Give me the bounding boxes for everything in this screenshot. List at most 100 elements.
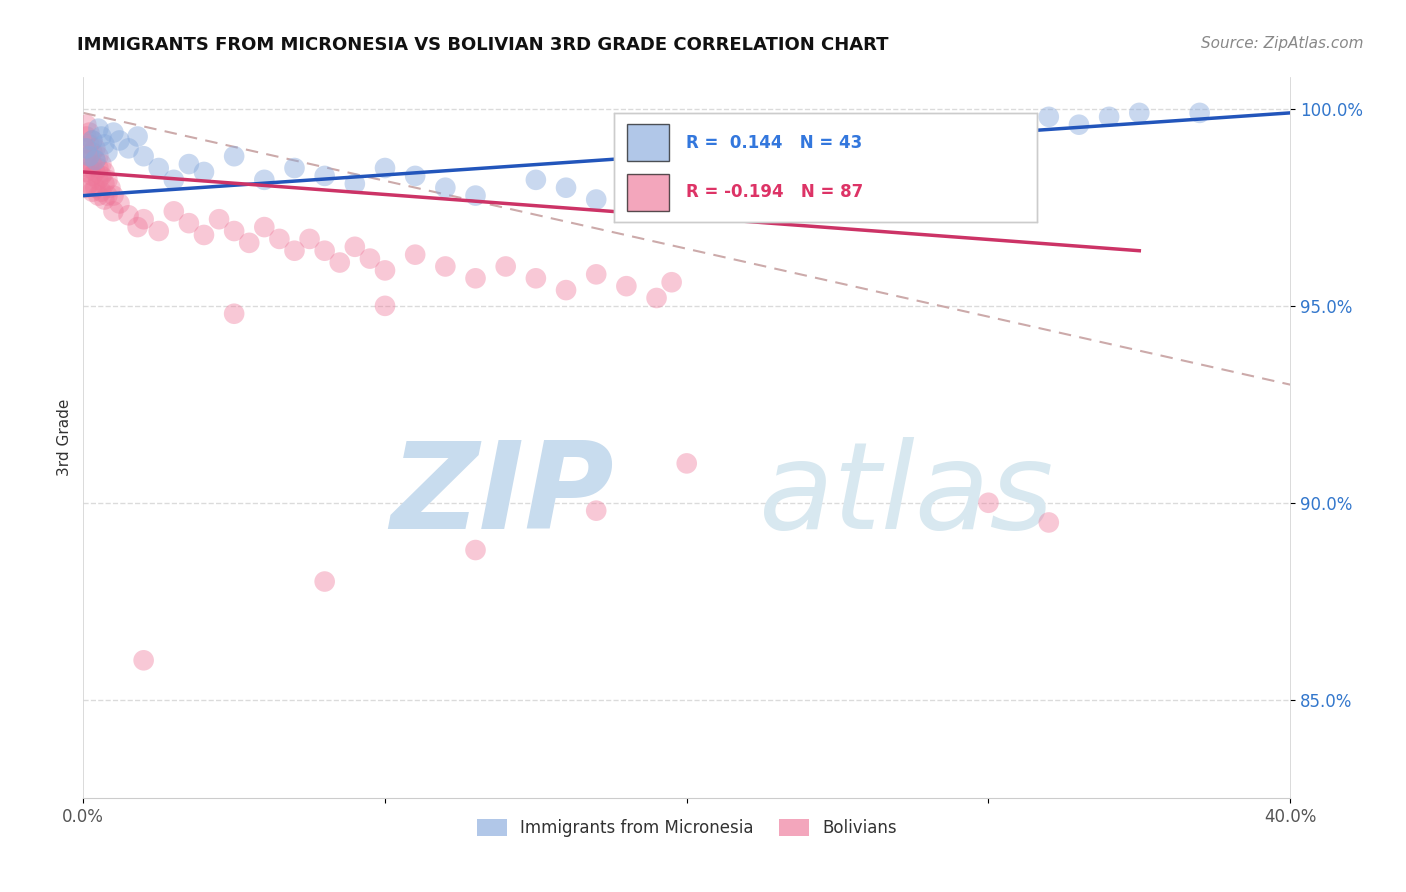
Point bbox=[93, 165, 115, 179]
Point bbox=[193, 165, 215, 179]
Point bbox=[82, 133, 104, 147]
Point bbox=[374, 299, 396, 313]
Point bbox=[238, 235, 260, 250]
Text: IMMIGRANTS FROM MICRONESIA VS BOLIVIAN 3RD GRADE CORRELATION CHART: IMMIGRANTS FROM MICRONESIA VS BOLIVIAN 3… bbox=[77, 36, 889, 54]
Point bbox=[132, 149, 155, 163]
Point bbox=[87, 173, 110, 187]
Point bbox=[90, 169, 112, 183]
Point bbox=[224, 307, 246, 321]
Point bbox=[79, 137, 101, 152]
Point bbox=[177, 157, 200, 171]
Point bbox=[661, 275, 683, 289]
Point bbox=[84, 180, 107, 194]
Point bbox=[79, 149, 101, 163]
Point bbox=[90, 129, 112, 144]
Point bbox=[75, 153, 97, 168]
Point bbox=[269, 232, 291, 246]
Point bbox=[464, 543, 486, 558]
Point bbox=[103, 188, 125, 202]
Legend: Immigrants from Micronesia, Bolivians: Immigrants from Micronesia, Bolivians bbox=[470, 813, 903, 844]
Point bbox=[148, 224, 170, 238]
Point bbox=[75, 180, 97, 194]
Point bbox=[79, 126, 101, 140]
Point bbox=[675, 201, 697, 215]
Point bbox=[1098, 110, 1121, 124]
Point bbox=[96, 145, 118, 160]
Point bbox=[224, 149, 246, 163]
Point bbox=[84, 141, 107, 155]
Point bbox=[163, 173, 186, 187]
Point bbox=[103, 126, 125, 140]
Text: atlas: atlas bbox=[759, 437, 1054, 554]
Point bbox=[298, 232, 321, 246]
Point bbox=[735, 196, 758, 211]
Point bbox=[585, 193, 607, 207]
Point bbox=[977, 496, 1000, 510]
Point bbox=[555, 283, 578, 297]
Point bbox=[253, 220, 276, 235]
Point bbox=[93, 193, 115, 207]
Point bbox=[314, 574, 336, 589]
Point bbox=[75, 141, 97, 155]
Point bbox=[148, 161, 170, 175]
Point bbox=[1128, 106, 1150, 120]
Point bbox=[675, 456, 697, 470]
Point bbox=[343, 240, 366, 254]
Point bbox=[87, 149, 110, 163]
Point bbox=[117, 208, 139, 222]
Point bbox=[100, 180, 122, 194]
Point bbox=[82, 157, 104, 171]
Point bbox=[96, 173, 118, 187]
Point bbox=[464, 271, 486, 285]
Point bbox=[193, 227, 215, 242]
Point bbox=[585, 268, 607, 282]
Point bbox=[555, 180, 578, 194]
Point bbox=[132, 653, 155, 667]
Point bbox=[127, 220, 149, 235]
Point bbox=[464, 188, 486, 202]
Point bbox=[75, 141, 97, 155]
Point bbox=[404, 247, 426, 261]
Point bbox=[314, 244, 336, 258]
Point bbox=[1067, 118, 1090, 132]
Point bbox=[163, 204, 186, 219]
Point bbox=[79, 177, 101, 191]
Point bbox=[108, 196, 131, 211]
Text: Source: ZipAtlas.com: Source: ZipAtlas.com bbox=[1201, 36, 1364, 51]
Point bbox=[329, 255, 352, 269]
Point bbox=[82, 133, 104, 147]
Point bbox=[84, 153, 107, 168]
Point bbox=[82, 185, 104, 199]
Point bbox=[645, 193, 668, 207]
Point bbox=[434, 180, 457, 194]
Point bbox=[84, 153, 107, 168]
Point bbox=[82, 169, 104, 183]
Point bbox=[524, 271, 547, 285]
Point bbox=[977, 161, 1000, 175]
Y-axis label: 3rd Grade: 3rd Grade bbox=[58, 399, 72, 476]
Point bbox=[1038, 110, 1060, 124]
Point bbox=[177, 216, 200, 230]
Point bbox=[495, 260, 517, 274]
Point bbox=[283, 161, 305, 175]
Point bbox=[706, 188, 728, 202]
Point bbox=[224, 224, 246, 238]
Point bbox=[93, 137, 115, 152]
Point bbox=[253, 173, 276, 187]
Point bbox=[75, 165, 97, 179]
Point bbox=[75, 118, 97, 132]
Point bbox=[343, 177, 366, 191]
Point bbox=[132, 212, 155, 227]
Point bbox=[616, 185, 638, 199]
Point bbox=[645, 291, 668, 305]
Point bbox=[827, 204, 849, 219]
Point bbox=[283, 244, 305, 258]
Point bbox=[585, 503, 607, 517]
Point bbox=[108, 133, 131, 147]
Point bbox=[79, 149, 101, 163]
Point bbox=[87, 161, 110, 175]
Point bbox=[434, 260, 457, 274]
Point bbox=[404, 169, 426, 183]
Point bbox=[75, 129, 97, 144]
Point bbox=[127, 129, 149, 144]
